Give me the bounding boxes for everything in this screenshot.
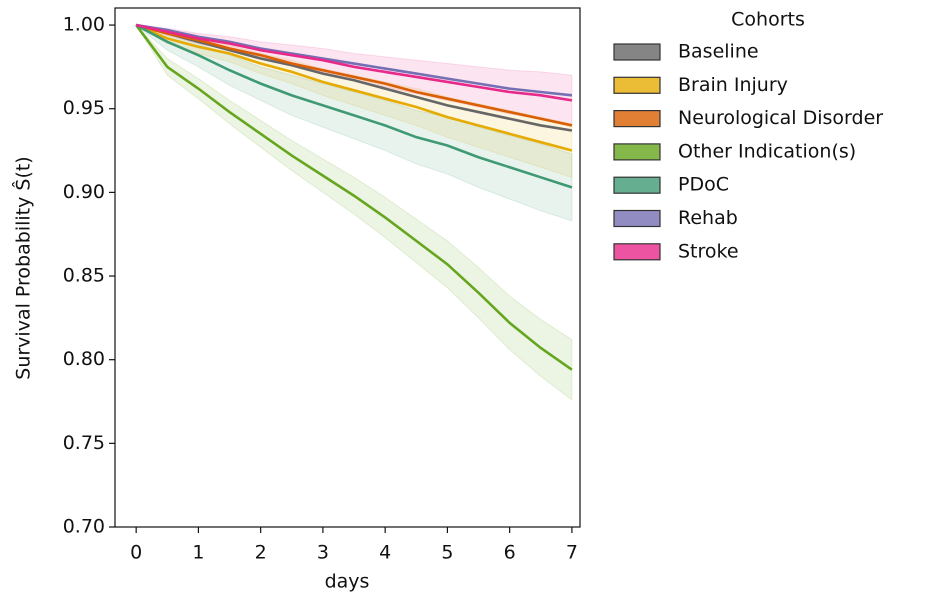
- x-tick-label: 3: [317, 542, 329, 564]
- legend-swatch: [613, 43, 661, 61]
- survival-line: [135, 23, 573, 189]
- x-tick-label: 5: [441, 542, 453, 564]
- confidence-band: [135, 24, 573, 222]
- confidence-band: [135, 24, 573, 179]
- legend-swatch: [613, 109, 661, 128]
- legend-swatch: [613, 243, 661, 261]
- legend-label: Other Indication(s): [678, 140, 856, 162]
- x-tick-label: 6: [504, 542, 516, 564]
- survival-line: [135, 23, 573, 127]
- legend-label: Rehab: [678, 207, 738, 229]
- legend-swatch: [613, 76, 661, 94]
- y-tick-label: 0.85: [63, 265, 105, 287]
- survival-line: [135, 23, 573, 97]
- plot-frame: [114, 7, 581, 528]
- survival-line: [135, 23, 573, 102]
- y-tick-label: 0.95: [63, 97, 105, 119]
- x-axis-label: days: [325, 571, 370, 593]
- y-axis-label: Survival Probability Ŝ(t): [11, 156, 35, 379]
- confidence-band: [135, 24, 573, 401]
- survival-line: [135, 24, 573, 371]
- legend-label: Stroke: [678, 240, 739, 262]
- legend-label: Baseline: [678, 41, 759, 63]
- x-tick-label: 0: [130, 542, 142, 564]
- y-tick-label: 0.90: [63, 181, 105, 203]
- legend-label: Brain Injury: [678, 74, 788, 96]
- legend-title: Cohorts: [731, 9, 805, 31]
- x-tick-label: 7: [566, 542, 578, 564]
- y-tick-label: 1.00: [63, 14, 105, 36]
- y-tick-label: 0.75: [63, 432, 105, 454]
- y-tick-label: 0.70: [63, 516, 105, 538]
- y-tick-label: 0.80: [63, 348, 105, 370]
- legend-swatch: [613, 209, 661, 228]
- legend-label: PDoC: [678, 174, 729, 196]
- survival-line: [135, 23, 573, 132]
- x-tick-label: 1: [192, 542, 204, 564]
- x-tick-label: 2: [255, 542, 267, 564]
- legend-label: Neurological Disorder: [678, 107, 883, 129]
- legend-swatch: [613, 143, 661, 161]
- x-tick-label: 4: [379, 542, 391, 564]
- survival-line: [135, 23, 573, 152]
- legend-swatch: [613, 176, 661, 194]
